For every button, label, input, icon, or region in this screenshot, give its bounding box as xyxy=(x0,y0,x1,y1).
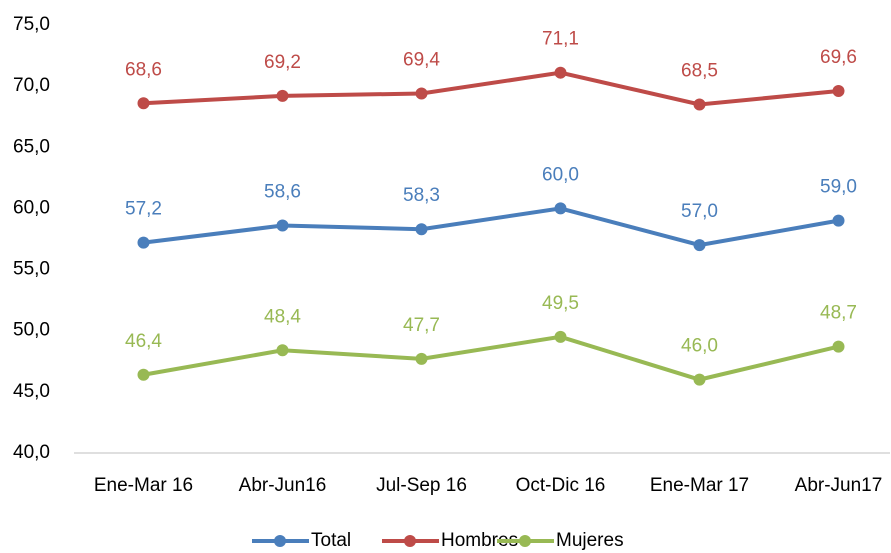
legend-label: Mujeres xyxy=(556,530,624,551)
data-label: 46,0 xyxy=(681,336,718,357)
data-point xyxy=(276,344,289,357)
data-point xyxy=(693,373,706,386)
data-point xyxy=(415,352,428,365)
data-label: 46,4 xyxy=(125,331,162,352)
data-point xyxy=(693,239,706,252)
y-tick-label: 75,0 xyxy=(13,14,50,35)
data-label: 48,7 xyxy=(820,303,857,324)
y-tick-label: 40,0 xyxy=(13,442,50,463)
data-point xyxy=(137,97,150,110)
data-point xyxy=(832,340,845,353)
data-point xyxy=(415,223,428,236)
data-label: 49,5 xyxy=(542,293,579,314)
y-tick-label: 50,0 xyxy=(13,320,50,341)
data-label: 71,1 xyxy=(542,29,579,50)
y-tick-label: 60,0 xyxy=(13,197,50,218)
x-tick-label: Oct-Dic 16 xyxy=(516,475,606,496)
x-tick-label: Jul-Sep 16 xyxy=(376,475,467,496)
data-label: 58,6 xyxy=(264,182,301,203)
data-label: 69,2 xyxy=(264,52,301,73)
x-tick-label: Abr-Jun17 xyxy=(795,475,883,496)
x-tick-label: Abr-Jun16 xyxy=(239,475,327,496)
x-tick-label: Ene-Mar 17 xyxy=(650,475,749,496)
data-point xyxy=(137,236,150,249)
data-label: 47,7 xyxy=(403,315,440,336)
legend-marker xyxy=(404,535,416,547)
data-point xyxy=(554,202,567,215)
data-point xyxy=(693,98,706,111)
data-label: 57,2 xyxy=(125,199,162,220)
data-point xyxy=(415,87,428,100)
series-line xyxy=(143,334,839,382)
y-tick-label: 55,0 xyxy=(13,259,50,280)
data-point xyxy=(554,66,567,79)
data-point xyxy=(554,330,567,343)
data-label: 48,4 xyxy=(264,306,301,327)
data-label: 58,3 xyxy=(403,185,440,206)
y-tick-label: 65,0 xyxy=(13,136,50,157)
legend-label: Total xyxy=(311,530,351,551)
data-point xyxy=(832,85,845,98)
data-label: 60,0 xyxy=(542,164,579,185)
data-point xyxy=(832,214,845,227)
legend-marker xyxy=(519,535,531,547)
data-label: 59,0 xyxy=(820,177,857,198)
data-label: 68,6 xyxy=(125,59,162,80)
data-label: 68,5 xyxy=(681,61,718,82)
series-line xyxy=(143,70,839,107)
data-label: 69,6 xyxy=(820,47,857,68)
series-line xyxy=(143,206,839,248)
x-tick-label: Ene-Mar 16 xyxy=(94,475,193,496)
data-point xyxy=(276,219,289,232)
legend-marker xyxy=(274,535,286,547)
data-point xyxy=(276,89,289,102)
data-point xyxy=(137,368,150,381)
legend-label: Hombres xyxy=(441,530,518,551)
y-tick-label: 45,0 xyxy=(13,381,50,402)
data-label: 57,0 xyxy=(681,201,718,222)
y-tick-label: 70,0 xyxy=(13,75,50,96)
data-label: 69,4 xyxy=(403,49,440,70)
